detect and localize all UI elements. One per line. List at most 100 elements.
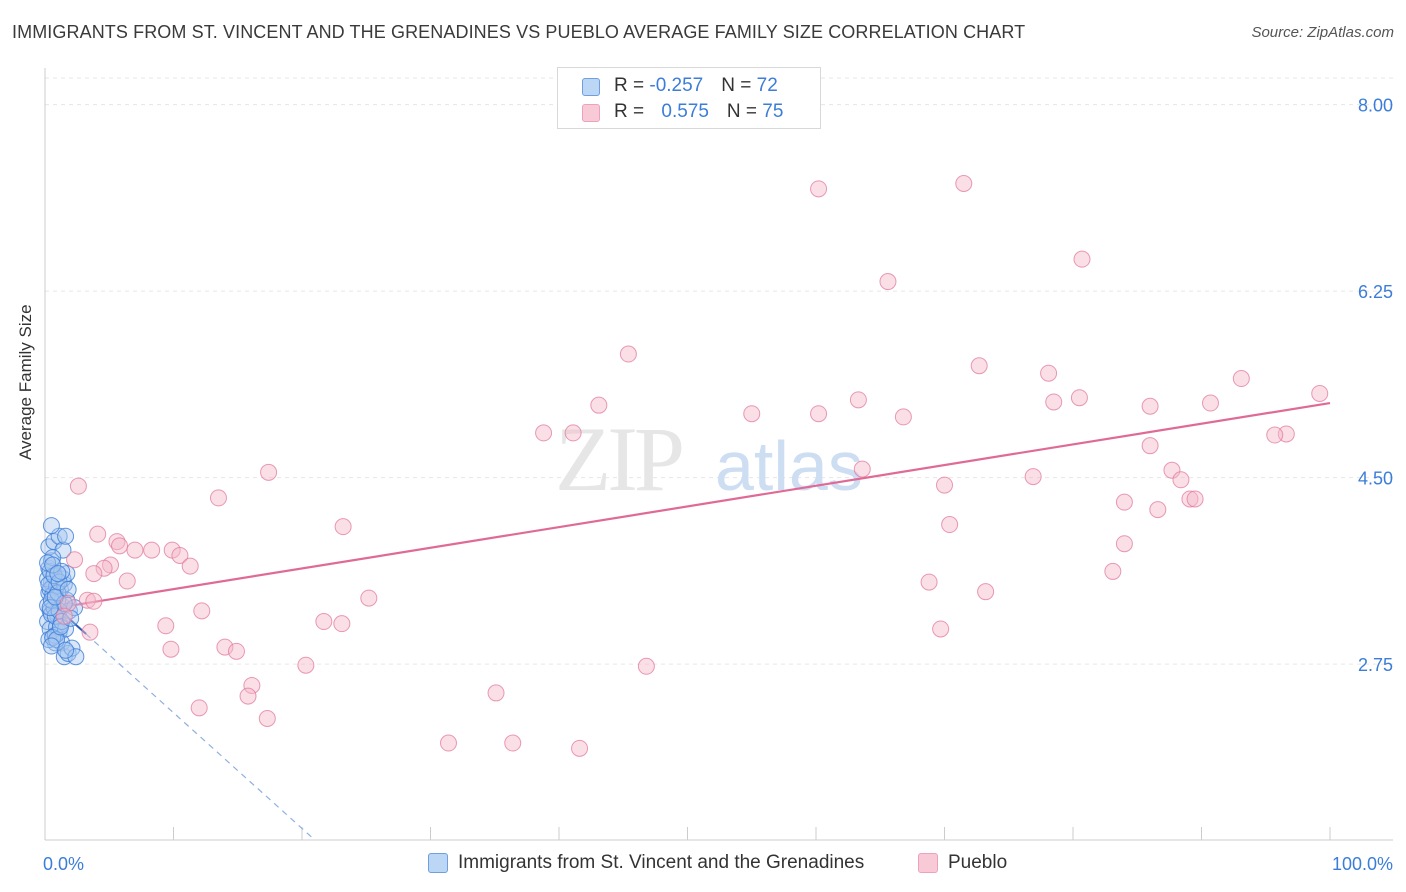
x-tick-label-0: 0.0% [43,854,84,874]
pink-point-22 [590,396,608,414]
pink-point-31 [936,476,953,494]
pink-point-62 [193,602,211,620]
pink-r-label: R = [614,101,650,122]
pink-point-65 [334,518,352,536]
pink-point-19 [1141,437,1159,455]
pink-point-34 [1104,562,1122,580]
bottom-pink-swatch [918,853,938,873]
bottom-blue-label: Immigrants from St. Vincent and the Gren… [458,852,865,873]
pink-point-66 [360,589,378,607]
blue-point-71 [49,565,67,583]
pink-point-11 [1040,364,1058,382]
pink-point-77 [258,710,276,728]
watermark: ZIP atlas [555,408,863,510]
pink-point-30 [853,460,871,478]
pink-point-27 [1186,490,1204,508]
pink-point-3 [879,273,897,291]
y-tick-label-3: 8.00 [1358,96,1393,116]
pink-swatch [582,104,600,122]
pink-point-64 [260,463,278,481]
pink-point-20 [535,424,553,442]
pink-point-49 [143,541,161,559]
pink-point-10 [1045,393,1063,411]
blue-point-35 [67,648,85,666]
blue-point-67 [59,581,77,599]
pink-point-56 [85,565,103,583]
pink-point-63 [209,489,227,507]
pink-point-7 [970,357,988,375]
y-axis-title: Average Family Size [16,304,35,460]
watermark-atlas: atlas [715,427,863,505]
blue-r-label: R = [614,75,650,96]
pink-point-72 [162,640,180,658]
blue-point-34 [63,639,81,657]
blue-n-value: 72 [756,75,778,96]
bottom-pink-label: Pueblo [948,852,1008,873]
pink-point-45 [89,525,107,543]
blue-point-28 [44,549,62,567]
blue-point-23 [42,517,60,535]
pink-point-59 [59,594,77,612]
trend-line-pink [44,401,1331,611]
x-tick-label-1: 100.0% [1332,854,1393,874]
pink-point-74 [243,676,261,694]
pink-point-36 [977,583,995,601]
pink-point-6 [810,405,828,423]
pink-point-61 [81,623,99,641]
trend-lines [44,401,1331,841]
pink-point-43 [69,477,87,495]
blue-point-25 [57,527,75,545]
pink-point-12 [1070,389,1088,407]
pink-point-1 [955,175,973,193]
source-label: Source: ZipAtlas.com [1251,24,1394,41]
series-blue-points [39,517,85,666]
tick-labels: 2.75 4.50 6.25 8.00 0.0% 100.0% [43,96,1393,874]
pink-point-42 [571,739,589,757]
pink-point-39 [487,684,505,702]
bottom-blue-swatch [428,853,448,873]
pink-point-23 [1163,461,1181,479]
pink-point-60 [55,607,73,625]
blue-n-label: N = [721,75,757,96]
pink-point-44 [66,551,84,569]
pink-point-35 [920,573,938,591]
pink-point-57 [78,591,96,609]
blue-point-68 [62,609,80,627]
pink-point-47 [111,537,129,555]
pink-point-37 [932,620,950,638]
series-pink-points [55,175,1329,757]
chart-title: IMMIGRANTS FROM ST. VINCENT AND THE GREN… [12,22,1026,42]
pink-point-54 [95,559,113,577]
pink-point-16 [1311,384,1329,402]
pink-point-2 [1073,250,1091,268]
watermark-zip: ZIP [555,408,682,510]
pink-point-40 [439,734,457,752]
pink-point-76 [190,699,208,717]
pink-point-58 [85,592,103,610]
pink-point-68 [333,615,351,633]
pink-n-value: 75 [762,101,784,122]
blue-point-69 [42,637,60,655]
pink-point-69 [157,617,175,635]
pink-point-28 [1115,493,1133,511]
pink-point-33 [1115,535,1133,553]
pink-point-0 [810,180,828,198]
pink-n-label: N = [726,101,763,122]
blue-point-62 [41,599,59,617]
y-tick-label-1: 4.50 [1358,469,1393,489]
pink-point-75 [239,687,257,705]
pink-point-18 [1266,426,1284,444]
pink-point-48 [126,541,144,559]
pink-point-71 [227,642,245,660]
y-tick-label-0: 2.75 [1358,655,1393,675]
pink-point-24 [1024,468,1042,486]
pink-point-25 [1181,490,1199,508]
blue-point-66 [44,556,62,574]
pink-point-52 [181,557,199,575]
pink-point-4 [619,345,637,363]
pink-point-32 [941,516,959,534]
pink-point-67 [315,613,333,631]
axes [44,68,1393,841]
pink-point-8 [849,391,867,409]
